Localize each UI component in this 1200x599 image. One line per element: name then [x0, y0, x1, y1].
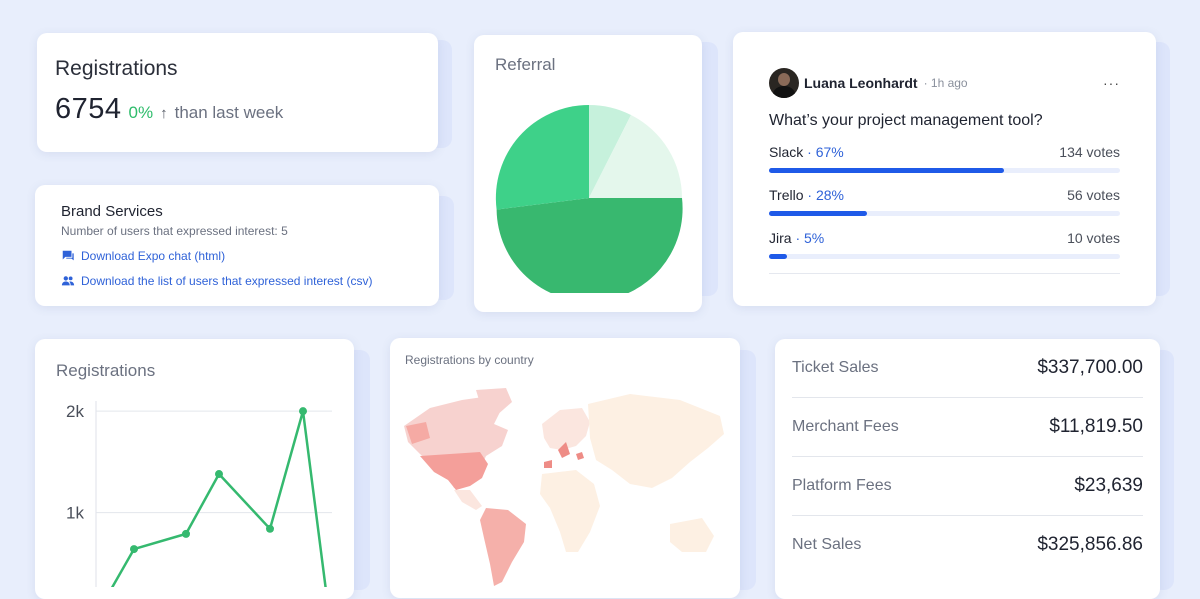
poll-time-value: 1h ago	[930, 76, 968, 90]
poll-card: Luana Leonhardt · 1h ago ··· What’s your…	[733, 32, 1156, 306]
referral-card: Referral	[474, 35, 702, 312]
registrations-title: Registrations	[55, 57, 178, 80]
option-bar-track	[769, 168, 1120, 173]
map-region-highlight	[544, 460, 552, 468]
pie-slice	[496, 198, 683, 293]
more-options-icon[interactable]: ···	[1103, 75, 1120, 91]
option-percent: 5%	[804, 230, 825, 246]
chart-title: Registrations	[56, 361, 156, 380]
users-icon	[61, 276, 75, 286]
referral-pie-chart	[495, 104, 683, 293]
map-region-australia	[670, 518, 714, 552]
financial-value: $23,639	[1074, 475, 1143, 496]
pie-slice	[589, 104, 631, 198]
data-point	[266, 524, 274, 533]
arrow-up-icon: ↑	[160, 105, 168, 122]
financial-row-merchant-fees: Merchant Fees $11,819.50	[792, 398, 1143, 457]
avatar[interactable]	[769, 68, 799, 98]
series-line	[110, 409, 327, 587]
financial-label: Ticket Sales	[792, 359, 879, 376]
brand-services-title: Brand Services	[61, 203, 163, 220]
y-tick-label: 2k	[66, 402, 84, 421]
download-expo-chat-link[interactable]: Download Expo chat (html)	[61, 249, 413, 263]
option-bar-fill	[769, 254, 787, 259]
data-point	[299, 407, 307, 416]
registrations-line-chart: 2k 1k	[66, 401, 332, 587]
map-region-africa	[540, 470, 600, 552]
option-bar-fill	[769, 168, 1005, 173]
poll-option-jira[interactable]: Jira · 5% 10 votes	[769, 230, 1120, 259]
data-point	[215, 470, 223, 479]
link-label: Download the list of users that expresse…	[81, 274, 373, 288]
download-users-list-link[interactable]: Download the list of users that expresse…	[61, 274, 413, 288]
financial-row-net-sales: Net Sales $325,856.86	[792, 516, 1143, 574]
option-bar-track	[769, 211, 1120, 216]
y-tick-label: 1k	[66, 504, 84, 523]
poll-option-slack[interactable]: Slack · 67% 134 votes	[769, 144, 1120, 173]
chat-icon	[62, 250, 74, 261]
map-region-asia	[588, 394, 724, 488]
data-point	[130, 545, 138, 554]
financial-value: $11,819.50	[1049, 416, 1143, 437]
poll-question: What’s your project management tool?	[769, 112, 1043, 129]
registrations-chart-card: Registrations 2k 1k	[35, 339, 354, 599]
financial-label: Platform Fees	[792, 477, 892, 494]
map-region-usa	[420, 452, 488, 490]
map-region-alaska	[406, 422, 430, 444]
option-votes: 10 votes	[1067, 230, 1120, 246]
poll-option-trello[interactable]: Trello · 28% 56 votes	[769, 187, 1120, 216]
brand-services-card: Brand Services Number of users that expr…	[35, 185, 439, 306]
map-region-central-america	[454, 490, 482, 510]
registrations-count: 6754	[55, 93, 122, 125]
option-votes: 134 votes	[1059, 144, 1120, 160]
map-region-europe	[542, 408, 590, 450]
pie-slice	[495, 104, 589, 210]
map-region-highlight	[576, 452, 584, 460]
option-name: Jira	[769, 230, 792, 246]
poll-time: · 1h ago	[923, 76, 968, 90]
country-map-card: Registrations by country	[390, 338, 740, 598]
financial-row-ticket-sales: Ticket Sales $337,700.00	[792, 339, 1143, 398]
registrations-summary-card: Registrations 6754 0% ↑ than last week	[37, 33, 438, 152]
financial-label: Merchant Fees	[792, 418, 899, 435]
comparison-text: than last week	[174, 103, 284, 122]
map-region-greenland	[476, 388, 512, 416]
change-percent: 0%	[128, 103, 154, 122]
referral-title: Referral	[495, 55, 556, 74]
financials-card: Ticket Sales $337,700.00 Merchant Fees $…	[775, 339, 1160, 599]
divider	[769, 273, 1120, 274]
link-label: Download Expo chat (html)	[81, 249, 226, 263]
option-votes: 56 votes	[1067, 187, 1120, 203]
brand-services-subtitle: Number of users that expressed interest:…	[61, 224, 288, 238]
financial-label: Net Sales	[792, 536, 862, 553]
world-map[interactable]	[390, 338, 740, 586]
option-name: Slack	[769, 144, 804, 160]
data-point	[182, 529, 190, 538]
poll-author[interactable]: Luana Leonhardt	[804, 75, 918, 91]
option-name: Trello	[769, 187, 804, 203]
financial-row-platform-fees: Platform Fees $23,639	[792, 457, 1143, 516]
map-region-highlight	[558, 442, 570, 458]
map-title: Registrations by country	[405, 353, 534, 367]
option-percent: 67%	[815, 144, 844, 160]
financial-value: $325,856.86	[1037, 534, 1143, 555]
option-bar-fill	[769, 211, 868, 216]
financial-value: $337,700.00	[1037, 357, 1143, 378]
map-region-south-america	[480, 508, 526, 586]
option-bar-track	[769, 254, 1120, 259]
option-percent: 28%	[815, 187, 844, 203]
pie-slice	[589, 115, 682, 198]
